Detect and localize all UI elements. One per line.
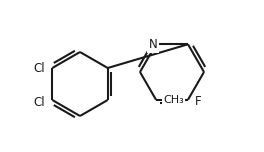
Text: N: N <box>149 38 157 51</box>
Text: Cl: Cl <box>34 96 45 109</box>
Text: F: F <box>195 95 202 108</box>
Text: CH₃: CH₃ <box>163 95 184 105</box>
Text: Cl: Cl <box>34 62 45 75</box>
